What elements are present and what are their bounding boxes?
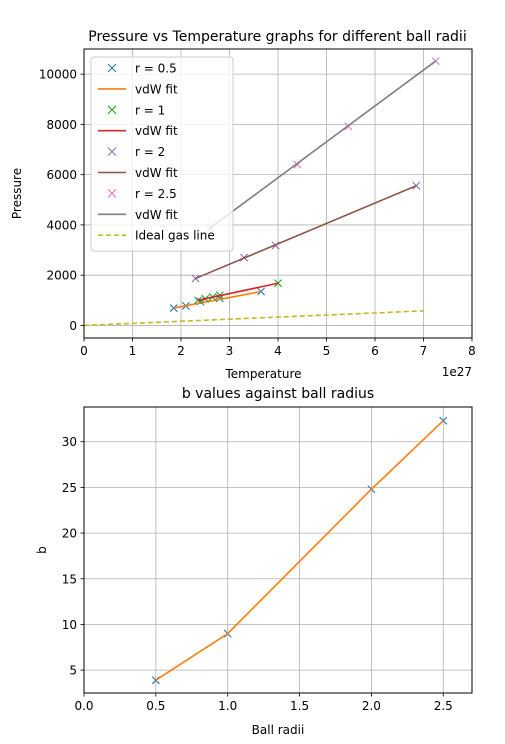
x-tick-label: 8 (468, 344, 476, 358)
y-tick-label: 20 (62, 527, 77, 541)
legend-label: vdW fit (135, 124, 178, 138)
y-tick-label: 10 (62, 618, 77, 632)
y-tick-label: 4000 (46, 218, 77, 232)
tick-marks: 0.0 0.5 1.0 1.5 2.0 2.5 5 10 15 20 25 30 (62, 435, 453, 713)
data-point (274, 279, 282, 288)
y-tick-label: 2000 (46, 269, 77, 283)
x-tick-label: 2.5 (434, 699, 453, 713)
y-axis-label: Pressure (10, 168, 24, 219)
data-point (191, 274, 200, 283)
x-tick-label: 4 (274, 344, 282, 358)
legend-label: r = 2 (135, 145, 165, 159)
data-point (193, 296, 202, 305)
x-tick-label: 1 (129, 344, 137, 358)
chart-title: Pressure vs Temperature graphs for diffe… (88, 29, 466, 45)
axes-frame (83, 406, 473, 694)
data-point (257, 287, 266, 296)
legend-marker (107, 63, 117, 73)
x-offset-text: 1e27 (442, 365, 472, 379)
x-tick-label: 5 (323, 344, 331, 358)
data-point (412, 181, 421, 190)
chart-title: b values against ball radius (182, 386, 374, 402)
y-axis-label: b (35, 546, 49, 554)
y-tick-label: 30 (62, 435, 77, 449)
legend-label: r = 2.5 (135, 187, 177, 201)
y-tick-label: 5 (69, 664, 77, 678)
grid-lines (83, 407, 472, 693)
x-tick-label: 0.0 (74, 699, 93, 713)
y-tick-label: 8000 (46, 118, 77, 132)
x-axis-label: Ball radii (252, 723, 305, 737)
legend: r = 0.5 vdW fit r = 1 vdW fit r = 2 vdW fit r … (90, 56, 234, 252)
x-tick-label: 1.5 (290, 699, 309, 713)
legend-marker (107, 147, 117, 156)
legend-marker (107, 105, 117, 115)
x-tick-label: 7 (420, 344, 428, 358)
y-tick-label: 6000 (46, 168, 77, 182)
x-tick-label: 1.0 (218, 699, 237, 713)
ideal-gas-line (83, 310, 424, 327)
pressure-temperature-chart: Pressure vs Temperature graphs for diffe… (10, 29, 476, 381)
fit-line (173, 290, 262, 309)
data-point (169, 304, 178, 313)
y-tick-label: 0 (69, 319, 77, 333)
legend-label: vdW fit (135, 208, 178, 222)
fit-line (209, 60, 437, 229)
x-axis-label: Temperature (224, 367, 301, 381)
legend-label: Ideal gas line (135, 229, 215, 243)
x-tick-label: 0.5 (146, 699, 165, 713)
y-tick-label: 25 (62, 481, 77, 495)
tick-marks: 0 1 2 3 4 5 6 7 8 0 2000 4000 6000 8000 10000 (39, 68, 476, 358)
y-tick-label: 10000 (39, 68, 77, 82)
x-tick-label: 6 (371, 344, 379, 358)
x-tick-label: 0 (80, 344, 88, 358)
y-tick-label: 15 (62, 572, 77, 586)
fit-line (195, 184, 417, 280)
x-tick-label: 2 (177, 344, 185, 358)
x-tick-label: 3 (226, 344, 234, 358)
fit-line (155, 420, 444, 681)
plot-area (83, 57, 440, 327)
legend-marker (107, 189, 117, 198)
fit-line (197, 282, 279, 302)
legend-label: r = 1 (135, 103, 165, 117)
b-vs-radius-chart: b values against ball radius 0.0 0.5 1.0 1.… (35, 386, 473, 737)
x-tick-label: 2.0 (362, 699, 381, 713)
legend-label: vdW fit (135, 82, 178, 96)
legend-label: r = 0.5 (135, 62, 177, 76)
legend-label: vdW fit (135, 166, 178, 180)
plot-area (151, 416, 448, 685)
legend-box (90, 56, 234, 252)
